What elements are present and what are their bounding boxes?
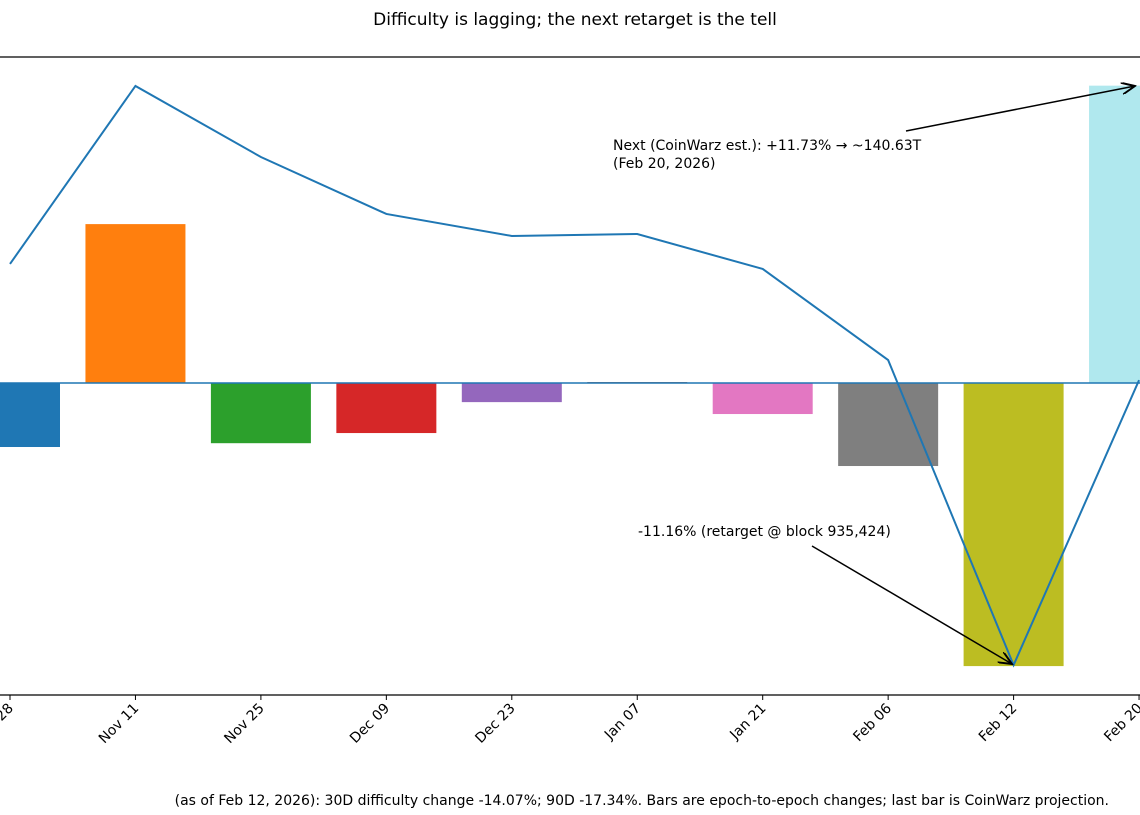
x-tick-label: Feb 20 [1101, 701, 1140, 746]
annotation-next: Next (CoinWarz est.): +11.73% → ~140.63T [613, 138, 922, 154]
annotation-retarget-arrow [811, 545, 1012, 664]
bar-oct-28 [0, 383, 60, 448]
x-tick-label: Jan 21 [726, 701, 769, 744]
bar-nov-25 [210, 383, 311, 444]
bar-feb-12 [963, 383, 1064, 667]
x-tick-label: Jan 07 [601, 701, 644, 744]
annotation-retarget: -11.16% (retarget @ block 935,424) [638, 524, 891, 540]
difficulty-line [9, 84, 1140, 668]
bar-feb-06 [838, 383, 939, 467]
bar-nov-11 [85, 224, 186, 384]
bar-jan-21 [712, 383, 813, 415]
x-tick-label: Dec 23 [472, 701, 518, 747]
annotation-next-arrow [905, 86, 1135, 132]
x-tick-label: Nov 25 [221, 701, 267, 747]
bar-dec-09 [336, 383, 437, 434]
x-tick-label: Dec 09 [347, 701, 393, 747]
bar-feb-20 [1089, 85, 1140, 384]
x-tick-label: Feb 12 [976, 701, 1021, 746]
x-tick-label: Feb 06 [850, 700, 895, 745]
annotation-next-date: (Feb 20, 2026) [613, 156, 716, 172]
x-tick-label: Nov 11 [96, 701, 142, 747]
footnote: (as of Feb 12, 2026): 30D difficulty cha… [175, 793, 1109, 809]
chart-title: Difficulty is lagging; the next retarget… [373, 10, 777, 30]
x-tick-label: Oct 28 [0, 701, 17, 745]
bar-dec-23 [461, 383, 562, 403]
